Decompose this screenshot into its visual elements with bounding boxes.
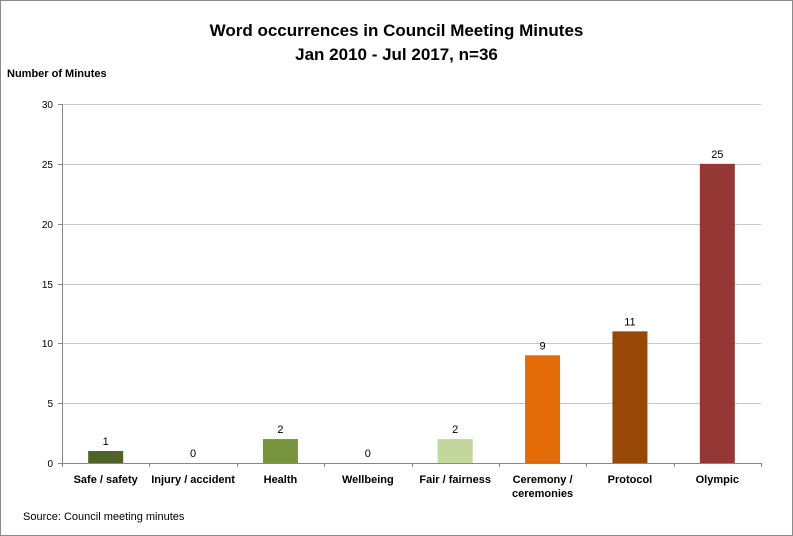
x-tick-label: Fair / fairness bbox=[419, 474, 491, 486]
source-note: Source: Council meeting minutes bbox=[23, 511, 185, 523]
bar bbox=[262, 439, 298, 463]
x-tick-label: Safe / safety bbox=[74, 474, 139, 486]
y-tick-label: 5 bbox=[47, 399, 53, 410]
bar bbox=[525, 355, 561, 463]
x-tick-label: Protocol bbox=[608, 474, 653, 486]
data-label: 0 bbox=[190, 448, 196, 460]
bar bbox=[437, 439, 473, 463]
chart-title: Word occurrences in Council Meeting Minu… bbox=[209, 21, 584, 40]
y-tick-label: 10 bbox=[42, 339, 54, 350]
y-tick-label: 25 bbox=[42, 160, 54, 171]
data-label: 25 bbox=[711, 149, 723, 161]
data-label: 2 bbox=[277, 424, 283, 436]
x-tick-label: Ceremony / bbox=[513, 474, 573, 486]
data-label: 0 bbox=[365, 448, 371, 460]
data-label: 1 bbox=[103, 436, 109, 448]
x-tick-label: Olympic bbox=[696, 474, 739, 486]
y-tick-label: 15 bbox=[42, 280, 54, 291]
chart-subtitle: Jan 2010 - Jul 2017, n=36 bbox=[295, 45, 498, 64]
y-tick-label: 0 bbox=[47, 459, 53, 470]
bar bbox=[88, 451, 124, 463]
y-tick-label: 20 bbox=[42, 220, 54, 231]
bar bbox=[612, 331, 648, 463]
x-tick-label: Health bbox=[264, 474, 298, 486]
y-axis-label: Number of Minutes bbox=[7, 68, 107, 80]
data-label: 2 bbox=[452, 424, 458, 436]
y-tick-label: 30 bbox=[42, 100, 54, 111]
data-label: 9 bbox=[540, 340, 546, 352]
x-tick-label: ceremonies bbox=[512, 488, 573, 500]
x-tick-label: Injury / accident bbox=[151, 474, 235, 486]
bar bbox=[699, 163, 735, 464]
x-tick-label: Wellbeing bbox=[342, 474, 394, 486]
data-label: 11 bbox=[624, 316, 635, 328]
